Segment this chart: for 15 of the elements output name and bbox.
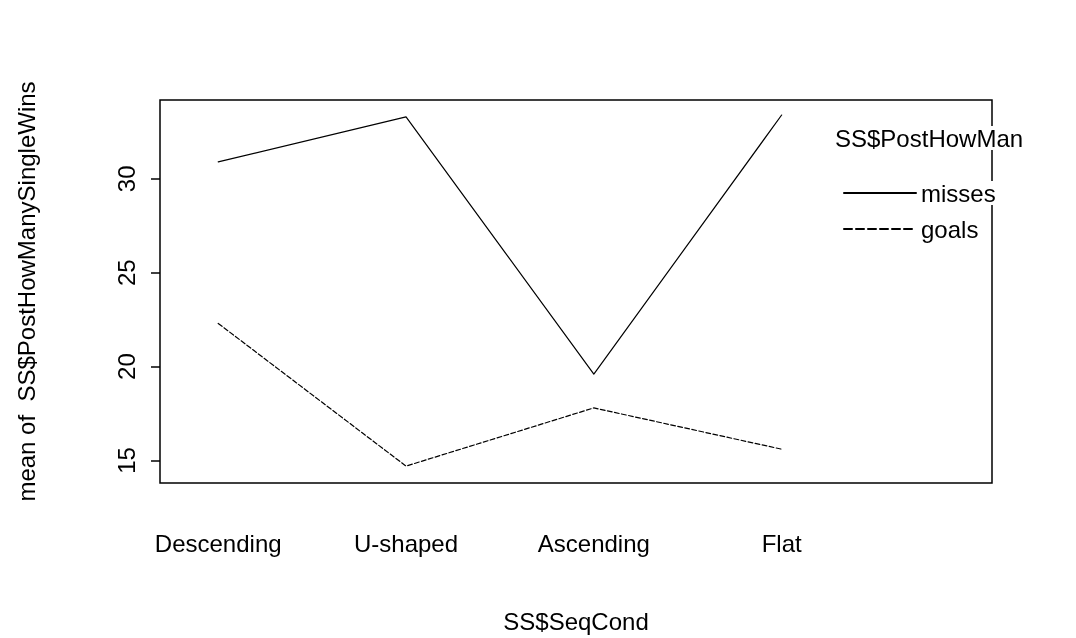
legend-label: goals — [921, 215, 979, 243]
y-tick-label: 20 — [112, 353, 140, 380]
line-series — [217, 114, 783, 375]
y-tick-label: 30 — [112, 165, 140, 193]
x-tick-label: Flat — [761, 529, 802, 557]
y-tick-label: 15 — [112, 447, 140, 474]
legend-title: SS$PostHowMan — [835, 124, 1024, 152]
x-tick-label: Ascending — [537, 529, 650, 557]
y-axis-title: mean of SS$PostHowManySingleWins — [12, 81, 40, 502]
x-tick-label: U-shaped — [354, 529, 459, 557]
legend-label: misses — [921, 179, 996, 207]
line-series — [217, 322, 783, 467]
y-tick-label: 25 — [112, 259, 140, 287]
x-axis-title: SS$SeqCond — [503, 607, 649, 635]
x-tick-label: Descending — [154, 529, 282, 557]
